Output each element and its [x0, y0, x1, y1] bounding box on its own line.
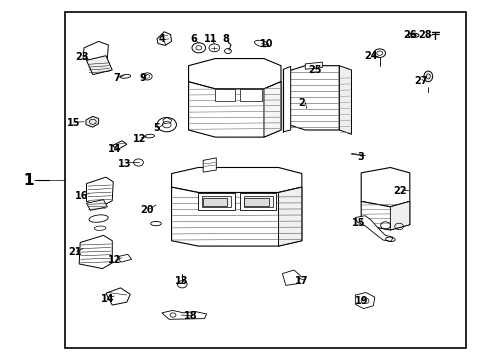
Polygon shape	[264, 82, 281, 137]
Text: 15: 15	[66, 118, 80, 128]
Text: 26: 26	[402, 30, 416, 40]
Text: 4: 4	[158, 34, 165, 44]
Text: 5: 5	[153, 123, 160, 133]
Text: 15: 15	[351, 218, 365, 228]
Text: 18: 18	[184, 311, 198, 321]
Polygon shape	[86, 200, 107, 210]
Polygon shape	[106, 288, 130, 305]
Polygon shape	[188, 82, 281, 137]
Text: 25: 25	[307, 65, 321, 75]
Text: 28: 28	[418, 30, 431, 40]
Polygon shape	[171, 167, 301, 193]
Polygon shape	[162, 310, 206, 319]
Text: 13: 13	[118, 159, 131, 169]
Text: 20: 20	[140, 205, 154, 215]
Polygon shape	[79, 235, 112, 269]
Polygon shape	[171, 187, 301, 246]
Text: 19: 19	[354, 296, 367, 306]
Polygon shape	[112, 141, 126, 149]
Polygon shape	[282, 270, 300, 285]
Text: 11: 11	[203, 34, 217, 44]
Text: 2: 2	[298, 98, 305, 108]
Polygon shape	[305, 62, 322, 69]
Text: 1: 1	[23, 172, 33, 188]
Polygon shape	[215, 89, 234, 102]
Polygon shape	[243, 196, 272, 207]
Text: 8: 8	[222, 34, 229, 44]
Polygon shape	[86, 56, 112, 75]
Polygon shape	[163, 117, 171, 123]
Text: 1: 1	[23, 172, 33, 188]
Text: 23: 23	[75, 52, 88, 62]
Polygon shape	[283, 66, 290, 132]
Polygon shape	[361, 202, 409, 230]
Polygon shape	[117, 254, 131, 262]
Polygon shape	[203, 198, 227, 206]
Polygon shape	[203, 158, 216, 172]
Bar	[64, 12, 465, 348]
Polygon shape	[239, 193, 276, 210]
Polygon shape	[287, 66, 339, 130]
Polygon shape	[244, 198, 268, 206]
Text: 22: 22	[392, 186, 406, 196]
Polygon shape	[157, 32, 171, 45]
Text: 16: 16	[75, 191, 88, 201]
Text: 24: 24	[364, 51, 377, 61]
Polygon shape	[361, 167, 409, 207]
Ellipse shape	[407, 33, 418, 37]
Polygon shape	[198, 193, 234, 210]
Polygon shape	[278, 187, 301, 246]
Polygon shape	[188, 59, 281, 89]
Text: 21: 21	[68, 247, 82, 257]
Text: 14: 14	[107, 144, 121, 154]
Polygon shape	[239, 89, 261, 102]
Polygon shape	[83, 41, 108, 62]
Polygon shape	[201, 196, 230, 207]
Polygon shape	[389, 202, 409, 230]
Polygon shape	[355, 216, 392, 242]
Text: 3: 3	[357, 152, 364, 162]
Text: 27: 27	[413, 76, 427, 86]
Text: 9: 9	[139, 73, 145, 83]
Polygon shape	[86, 116, 99, 127]
Polygon shape	[339, 66, 351, 134]
Text: 12: 12	[108, 255, 121, 265]
Ellipse shape	[423, 71, 432, 82]
Text: 14: 14	[101, 294, 114, 303]
Polygon shape	[355, 293, 374, 309]
Text: 17: 17	[295, 276, 308, 286]
Text: 12: 12	[133, 134, 146, 144]
Text: 7: 7	[114, 73, 120, 83]
Text: 10: 10	[259, 39, 273, 49]
Polygon shape	[86, 177, 113, 206]
Text: 6: 6	[190, 34, 196, 44]
Text: 13: 13	[174, 276, 188, 286]
